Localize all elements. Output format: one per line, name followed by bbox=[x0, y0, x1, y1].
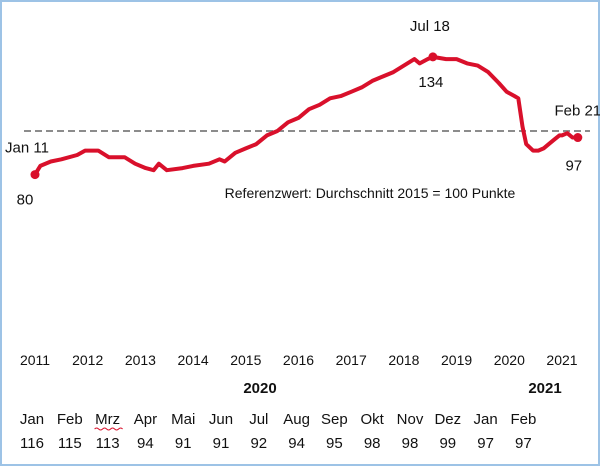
table-value: 94 bbox=[137, 435, 154, 452]
table-month-label: Sep bbox=[321, 411, 348, 428]
table-value: 99 bbox=[439, 435, 456, 452]
x-tick-label: 2018 bbox=[388, 352, 419, 368]
table-month-label: Jan bbox=[20, 411, 44, 428]
table-value: 97 bbox=[515, 435, 532, 452]
table-year-label: 2021 bbox=[528, 380, 561, 397]
reference-label: Referenzwert: Durchschnitt 2015 = 100 Pu… bbox=[225, 185, 516, 201]
table-value: 94 bbox=[288, 435, 305, 452]
annotation-value-end: 97 bbox=[565, 158, 582, 175]
table-month-label: Apr bbox=[134, 411, 157, 428]
x-tick-label: 2013 bbox=[125, 352, 156, 368]
x-tick-label: 2021 bbox=[546, 352, 577, 368]
table-value: 91 bbox=[213, 435, 230, 452]
table-month-label: Aug bbox=[283, 411, 310, 428]
annotation-date-start: Jan 11 bbox=[5, 140, 49, 157]
table-value: 113 bbox=[96, 435, 120, 452]
series-line bbox=[33, 54, 580, 177]
table-year-label: 2020 bbox=[243, 380, 276, 397]
table-month-label: Mrz bbox=[95, 411, 120, 428]
table-month-label: Jan bbox=[474, 411, 498, 428]
x-tick-label: 2019 bbox=[441, 352, 472, 368]
spellcheck-underline bbox=[94, 427, 123, 431]
table-value: 98 bbox=[402, 435, 419, 452]
x-tick-label: 2016 bbox=[283, 352, 314, 368]
table-month-label: Jun bbox=[209, 411, 233, 428]
table-value: 97 bbox=[477, 435, 494, 452]
table-value: 98 bbox=[364, 435, 381, 452]
point-marker-end bbox=[573, 133, 583, 143]
point-marker-peak bbox=[428, 52, 438, 62]
table-value: 92 bbox=[250, 435, 267, 452]
x-tick-label: 2012 bbox=[72, 352, 103, 368]
table-month-label: Dez bbox=[434, 411, 461, 428]
table-month-label: Okt bbox=[361, 411, 385, 428]
table-value: 91 bbox=[175, 435, 192, 452]
annotation-value-peak: 134 bbox=[418, 74, 443, 91]
table-month-label: Jul bbox=[249, 411, 268, 428]
annotation-date-peak: Jul 18 bbox=[410, 18, 450, 35]
point-marker-start bbox=[30, 170, 40, 180]
table-month-label: Nov bbox=[397, 411, 424, 428]
x-tick-label: 2017 bbox=[336, 352, 367, 368]
table-month-label: Feb bbox=[57, 411, 83, 428]
x-tick-label: 2015 bbox=[230, 352, 261, 368]
table-value: 95 bbox=[326, 435, 343, 452]
x-tick-label: 2020 bbox=[494, 352, 525, 368]
table-month-label: Feb bbox=[510, 411, 536, 428]
x-tick-label: 2014 bbox=[178, 352, 209, 368]
table-month-label: Mai bbox=[171, 411, 195, 428]
table-value: 115 bbox=[58, 435, 82, 452]
annotation-value-start: 80 bbox=[17, 192, 34, 209]
annotation-date-end: Feb 21 bbox=[554, 103, 600, 120]
table-value: 116 bbox=[20, 435, 44, 452]
x-tick-label: 2011 bbox=[20, 352, 50, 368]
